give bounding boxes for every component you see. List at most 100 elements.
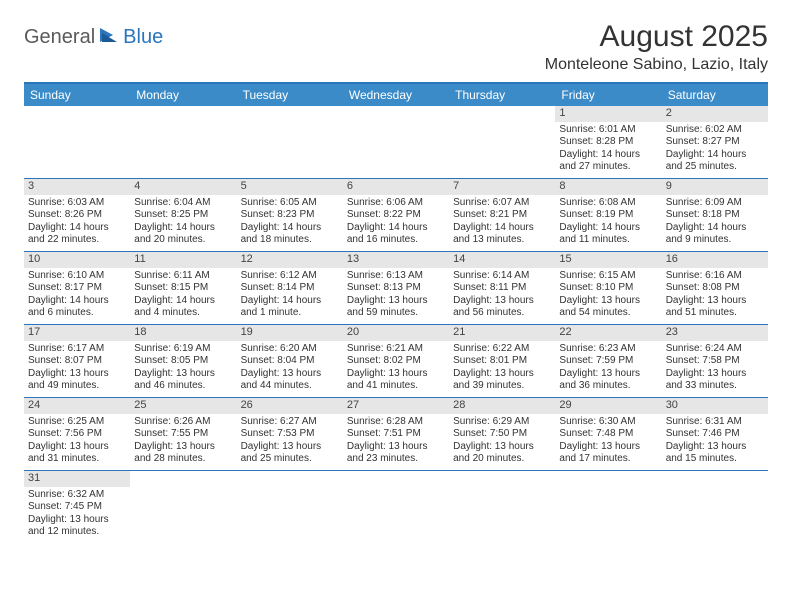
day-cell: 29Sunrise: 6:30 AMSunset: 7:48 PMDayligh… xyxy=(555,398,661,470)
daylight-text: Daylight: 14 hours xyxy=(134,222,232,235)
sunset-text: Sunset: 8:07 PM xyxy=(28,355,126,368)
daylight-text: and 20 minutes. xyxy=(134,234,232,247)
sunrise-text: Sunrise: 6:17 AM xyxy=(28,343,126,356)
weekday-header: Sunday xyxy=(24,84,130,106)
day-number: 24 xyxy=(24,398,130,414)
sunset-text: Sunset: 8:26 PM xyxy=(28,209,126,222)
day-cell: 26Sunrise: 6:27 AMSunset: 7:53 PMDayligh… xyxy=(237,398,343,470)
day-number: 6 xyxy=(343,179,449,195)
month-title: August 2025 xyxy=(545,20,768,54)
daylight-text: and 28 minutes. xyxy=(134,453,232,466)
sunset-text: Sunset: 8:22 PM xyxy=(347,209,445,222)
day-number: 15 xyxy=(555,252,661,268)
day-number: 17 xyxy=(24,325,130,341)
sunrise-text: Sunrise: 6:08 AM xyxy=(559,197,657,210)
day-body: Sunrise: 6:23 AMSunset: 7:59 PMDaylight:… xyxy=(555,341,661,397)
logo: General Blue xyxy=(24,20,163,49)
daylight-text: Daylight: 13 hours xyxy=(241,441,339,454)
day-cell: 23Sunrise: 6:24 AMSunset: 7:58 PMDayligh… xyxy=(662,325,768,397)
sunset-text: Sunset: 8:27 PM xyxy=(666,136,764,149)
day-number: 30 xyxy=(662,398,768,414)
daylight-text: and 31 minutes. xyxy=(28,453,126,466)
daylight-text: Daylight: 13 hours xyxy=(559,295,657,308)
day-body: Sunrise: 6:29 AMSunset: 7:50 PMDaylight:… xyxy=(449,414,555,470)
logo-text-general: General xyxy=(24,26,95,49)
week-row: 10Sunrise: 6:10 AMSunset: 8:17 PMDayligh… xyxy=(24,252,768,325)
day-cell xyxy=(449,106,555,178)
day-body: Sunrise: 6:03 AMSunset: 8:26 PMDaylight:… xyxy=(24,195,130,251)
weekday-header: Saturday xyxy=(662,84,768,106)
daylight-text: and 25 minutes. xyxy=(666,161,764,174)
day-number: 3 xyxy=(24,179,130,195)
day-cell: 2Sunrise: 6:02 AMSunset: 8:27 PMDaylight… xyxy=(662,106,768,178)
sunrise-text: Sunrise: 6:24 AM xyxy=(666,343,764,356)
sunrise-text: Sunrise: 6:22 AM xyxy=(453,343,551,356)
day-body: Sunrise: 6:15 AMSunset: 8:10 PMDaylight:… xyxy=(555,268,661,324)
flag-icon xyxy=(99,26,121,49)
day-body: Sunrise: 6:19 AMSunset: 8:05 PMDaylight:… xyxy=(130,341,236,397)
day-body: Sunrise: 6:32 AMSunset: 7:45 PMDaylight:… xyxy=(24,487,130,543)
daylight-text: and 56 minutes. xyxy=(453,307,551,320)
day-number: 19 xyxy=(237,325,343,341)
sunrise-text: Sunrise: 6:29 AM xyxy=(453,416,551,429)
daylight-text: Daylight: 13 hours xyxy=(134,368,232,381)
daylight-text: and 9 minutes. xyxy=(666,234,764,247)
sunset-text: Sunset: 7:50 PM xyxy=(453,428,551,441)
day-cell: 16Sunrise: 6:16 AMSunset: 8:08 PMDayligh… xyxy=(662,252,768,324)
day-number: 21 xyxy=(449,325,555,341)
daylight-text: and 44 minutes. xyxy=(241,380,339,393)
day-cell xyxy=(24,106,130,178)
daylight-text: and 25 minutes. xyxy=(241,453,339,466)
day-cell: 7Sunrise: 6:07 AMSunset: 8:21 PMDaylight… xyxy=(449,179,555,251)
daylight-text: and 59 minutes. xyxy=(347,307,445,320)
sunset-text: Sunset: 8:21 PM xyxy=(453,209,551,222)
sunset-text: Sunset: 7:59 PM xyxy=(559,355,657,368)
day-number: 2 xyxy=(662,106,768,122)
sunset-text: Sunset: 7:48 PM xyxy=(559,428,657,441)
day-cell: 10Sunrise: 6:10 AMSunset: 8:17 PMDayligh… xyxy=(24,252,130,324)
daylight-text: Daylight: 13 hours xyxy=(347,295,445,308)
day-body: Sunrise: 6:10 AMSunset: 8:17 PMDaylight:… xyxy=(24,268,130,324)
sunrise-text: Sunrise: 6:07 AM xyxy=(453,197,551,210)
daylight-text: Daylight: 13 hours xyxy=(134,441,232,454)
daylight-text: and 49 minutes. xyxy=(28,380,126,393)
daylight-text: and 27 minutes. xyxy=(559,161,657,174)
day-cell: 31Sunrise: 6:32 AMSunset: 7:45 PMDayligh… xyxy=(24,471,130,543)
day-cell: 17Sunrise: 6:17 AMSunset: 8:07 PMDayligh… xyxy=(24,325,130,397)
day-body: Sunrise: 6:04 AMSunset: 8:25 PMDaylight:… xyxy=(130,195,236,251)
day-cell: 22Sunrise: 6:23 AMSunset: 7:59 PMDayligh… xyxy=(555,325,661,397)
sunrise-text: Sunrise: 6:19 AM xyxy=(134,343,232,356)
day-body: Sunrise: 6:17 AMSunset: 8:07 PMDaylight:… xyxy=(24,341,130,397)
sunset-text: Sunset: 7:55 PM xyxy=(134,428,232,441)
sunset-text: Sunset: 8:11 PM xyxy=(453,282,551,295)
daylight-text: Daylight: 14 hours xyxy=(453,222,551,235)
sunset-text: Sunset: 8:05 PM xyxy=(134,355,232,368)
sunset-text: Sunset: 8:08 PM xyxy=(666,282,764,295)
sunset-text: Sunset: 7:56 PM xyxy=(28,428,126,441)
day-cell: 25Sunrise: 6:26 AMSunset: 7:55 PMDayligh… xyxy=(130,398,236,470)
sunset-text: Sunset: 8:28 PM xyxy=(559,136,657,149)
day-number: 9 xyxy=(662,179,768,195)
sunset-text: Sunset: 8:10 PM xyxy=(559,282,657,295)
day-body: Sunrise: 6:20 AMSunset: 8:04 PMDaylight:… xyxy=(237,341,343,397)
day-cell: 9Sunrise: 6:09 AMSunset: 8:18 PMDaylight… xyxy=(662,179,768,251)
day-cell xyxy=(343,471,449,543)
day-cell: 12Sunrise: 6:12 AMSunset: 8:14 PMDayligh… xyxy=(237,252,343,324)
sunset-text: Sunset: 7:58 PM xyxy=(666,355,764,368)
day-cell: 15Sunrise: 6:15 AMSunset: 8:10 PMDayligh… xyxy=(555,252,661,324)
day-number: 4 xyxy=(130,179,236,195)
day-body: Sunrise: 6:07 AMSunset: 8:21 PMDaylight:… xyxy=(449,195,555,251)
daylight-text: Daylight: 13 hours xyxy=(453,295,551,308)
weekday-header: Friday xyxy=(555,84,661,106)
day-body: Sunrise: 6:01 AMSunset: 8:28 PMDaylight:… xyxy=(555,122,661,178)
day-number: 10 xyxy=(24,252,130,268)
calendar: SundayMondayTuesdayWednesdayThursdayFrid… xyxy=(24,82,768,543)
daylight-text: Daylight: 14 hours xyxy=(666,222,764,235)
daylight-text: and 18 minutes. xyxy=(241,234,339,247)
week-row: 17Sunrise: 6:17 AMSunset: 8:07 PMDayligh… xyxy=(24,325,768,398)
sunset-text: Sunset: 8:14 PM xyxy=(241,282,339,295)
daylight-text: and 15 minutes. xyxy=(666,453,764,466)
day-cell: 18Sunrise: 6:19 AMSunset: 8:05 PMDayligh… xyxy=(130,325,236,397)
daylight-text: and 36 minutes. xyxy=(559,380,657,393)
daylight-text: Daylight: 13 hours xyxy=(347,441,445,454)
